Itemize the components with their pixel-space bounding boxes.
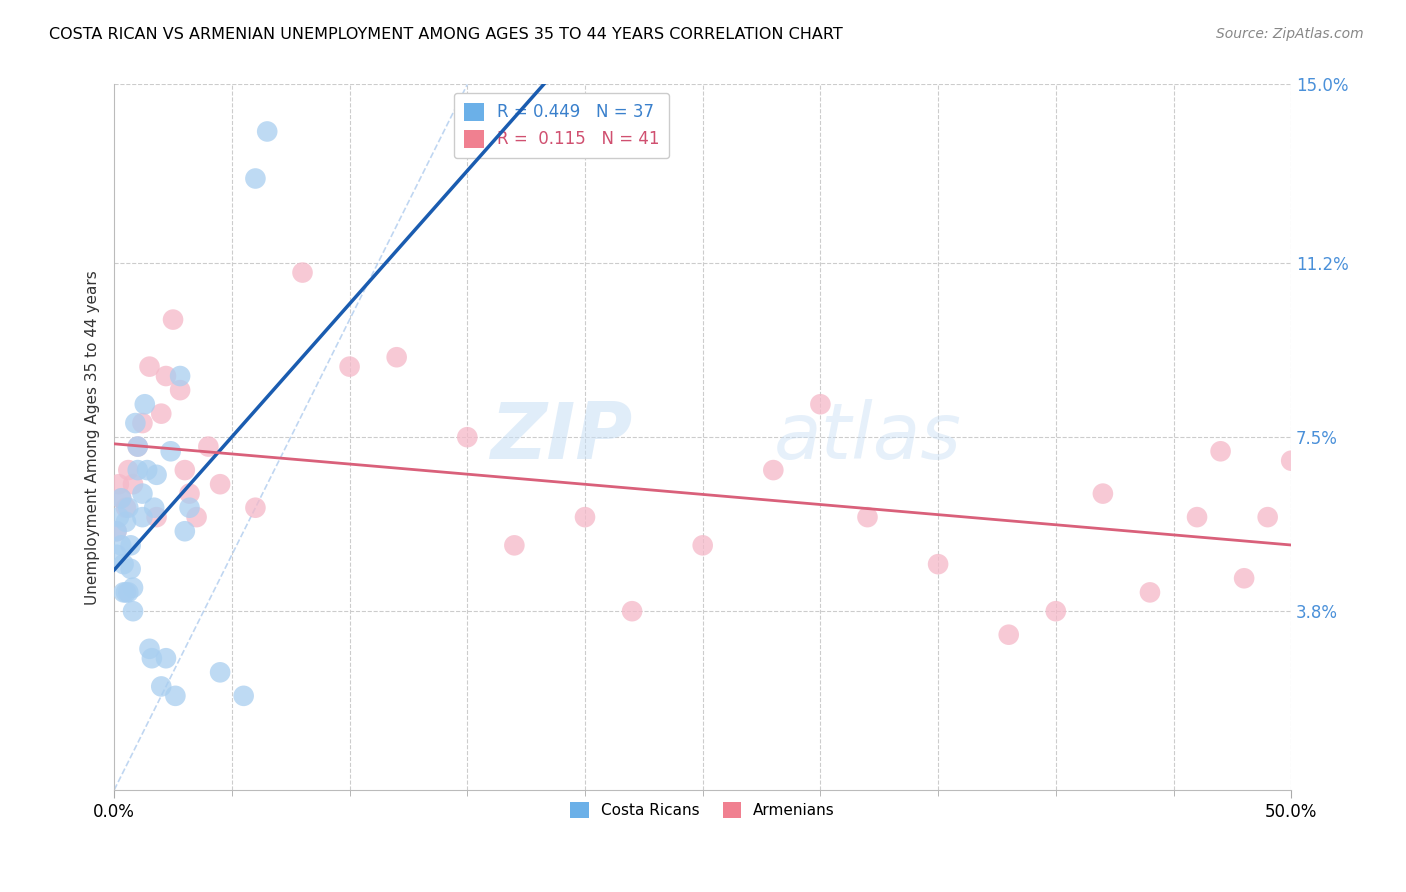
Text: atlas: atlas — [773, 400, 962, 475]
Point — [997, 628, 1019, 642]
Point — [108, 510, 131, 524]
Point — [105, 524, 128, 539]
Point — [1185, 510, 1208, 524]
Point — [169, 369, 191, 384]
Point — [145, 467, 167, 482]
Point — [385, 350, 408, 364]
Point — [117, 463, 139, 477]
Point — [159, 444, 181, 458]
Point — [1091, 486, 1114, 500]
Point — [162, 312, 184, 326]
Point — [574, 510, 596, 524]
Point — [150, 407, 173, 421]
Point — [179, 500, 201, 515]
Point — [232, 689, 254, 703]
Point — [124, 416, 146, 430]
Point — [117, 585, 139, 599]
Point — [173, 524, 195, 539]
Point — [115, 585, 138, 599]
Point — [131, 416, 153, 430]
Point — [127, 440, 149, 454]
Point — [110, 538, 132, 552]
Point — [136, 463, 159, 477]
Point — [131, 510, 153, 524]
Point — [256, 124, 278, 138]
Point — [138, 359, 160, 374]
Point — [1139, 585, 1161, 599]
Point — [108, 477, 131, 491]
Text: Source: ZipAtlas.com: Source: ZipAtlas.com — [1216, 27, 1364, 41]
Point — [134, 397, 156, 411]
Point — [110, 491, 132, 506]
Point — [155, 369, 177, 384]
Point — [112, 557, 135, 571]
Point — [127, 463, 149, 477]
Point — [245, 171, 267, 186]
Point — [179, 486, 201, 500]
Point — [456, 430, 478, 444]
Point — [105, 524, 128, 539]
Point — [1279, 453, 1302, 467]
Point — [112, 585, 135, 599]
Point — [122, 581, 145, 595]
Point — [145, 510, 167, 524]
Point — [692, 538, 714, 552]
Point — [197, 440, 219, 454]
Point — [291, 266, 314, 280]
Point — [1257, 510, 1279, 524]
Text: ZIP: ZIP — [489, 400, 633, 475]
Point — [173, 463, 195, 477]
Point — [122, 477, 145, 491]
Point — [155, 651, 177, 665]
Point — [165, 689, 187, 703]
Point — [762, 463, 785, 477]
Point — [621, 604, 644, 618]
Point — [186, 510, 208, 524]
Point — [209, 665, 232, 680]
Point — [110, 491, 132, 506]
Y-axis label: Unemployment Among Ages 35 to 44 years: Unemployment Among Ages 35 to 44 years — [86, 269, 100, 605]
Point — [117, 500, 139, 515]
Point — [105, 548, 128, 562]
Point — [115, 500, 138, 515]
Point — [138, 641, 160, 656]
Point — [927, 557, 949, 571]
Point — [339, 359, 361, 374]
Point — [131, 486, 153, 500]
Point — [127, 440, 149, 454]
Point — [150, 680, 173, 694]
Point — [1209, 444, 1232, 458]
Point — [808, 397, 831, 411]
Point — [209, 477, 232, 491]
Point — [141, 651, 163, 665]
Point — [1045, 604, 1067, 618]
Point — [1233, 571, 1256, 585]
Legend: Costa Ricans, Armenians: Costa Ricans, Armenians — [564, 796, 841, 824]
Point — [143, 500, 166, 515]
Point — [856, 510, 879, 524]
Point — [120, 562, 142, 576]
Point — [169, 383, 191, 397]
Point — [120, 538, 142, 552]
Text: COSTA RICAN VS ARMENIAN UNEMPLOYMENT AMONG AGES 35 TO 44 YEARS CORRELATION CHART: COSTA RICAN VS ARMENIAN UNEMPLOYMENT AMO… — [49, 27, 844, 42]
Point — [245, 500, 267, 515]
Point — [503, 538, 526, 552]
Point — [122, 604, 145, 618]
Point — [115, 515, 138, 529]
